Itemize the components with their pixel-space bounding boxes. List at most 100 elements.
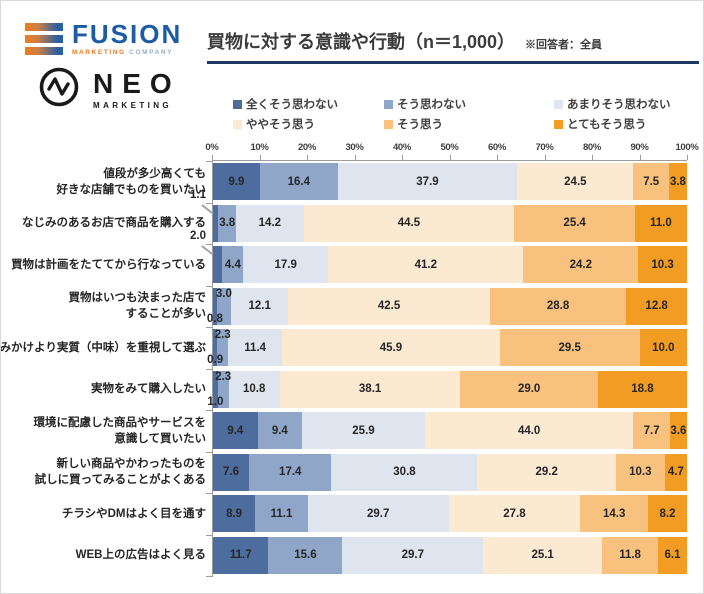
bar-segment: 10.0 — [639, 329, 687, 367]
neo-marketing-logo: NEO MARKETING — [37, 65, 181, 114]
bar-segment: 29.5 — [499, 329, 640, 367]
value-label: 2.0 — [190, 230, 206, 243]
bar-segment: 15.6 — [268, 536, 343, 574]
legend-label: そう思わない — [397, 99, 466, 111]
bar-segment: 11.1 — [255, 495, 308, 533]
row-label: 新しい商品やかわったものを 試しに買ってみることがよくある — [34, 458, 206, 487]
bar-segment: 41.2 — [328, 246, 524, 284]
legend-swatch — [233, 99, 242, 109]
bar-segment: 7.7 — [633, 412, 670, 450]
bar-segment: 28.8 — [489, 287, 627, 325]
chart-rows: 値段が多少高くても 好きな店舗でものを買いたい 9.9 16.4 37.9 24.5 7.5… — [1, 161, 687, 577]
bar-segment — [216, 287, 231, 325]
bar-segment: 14.3 — [580, 495, 649, 533]
bar-segment: 17.9 — [243, 246, 329, 284]
value-label: 2.3 — [214, 329, 231, 342]
value-label: 1.0 — [207, 395, 224, 408]
bar-segment — [213, 204, 219, 242]
chart-row: 買物はいつも決まった店で することが多い 0.8 3.0 12.1 42.5 28.8 12.… — [68, 286, 687, 328]
axis-tick — [212, 155, 213, 160]
chart: 0% 10% 20% 30% 40% 50% 60% 70% 80% 90% 100% 値段が多少高… — [1, 140, 703, 577]
legend-swatch — [384, 99, 393, 109]
value-label: 2.3 — [215, 370, 232, 383]
bar-segment: 29.7 — [307, 495, 449, 533]
legend-label: そう思う — [397, 119, 443, 131]
bar-segment: 24.2 — [523, 246, 639, 284]
axis-tick-label: 80% — [582, 142, 602, 153]
bar-segment: 27.8 — [448, 495, 581, 533]
bar-segment: 37.9 — [337, 163, 518, 201]
stacked-bar: 1.0 2.3 10.8 38.1 29.0 18.8 — [207, 370, 687, 408]
axis-tick-label: 50% — [440, 142, 459, 153]
bar-segment: 25.9 — [302, 412, 425, 450]
bar-segment: 12.1 — [231, 287, 289, 325]
bar-segment: 11.4 — [228, 329, 283, 367]
leader-line — [201, 203, 214, 214]
legend-swatch — [554, 119, 563, 129]
axis-tick-label: 60% — [487, 142, 507, 153]
legend-item: 全くそう思わない — [233, 96, 338, 112]
stacked-bar: 0.8 3.0 12.1 42.5 28.8 12.8 — [207, 287, 687, 325]
bar-segment: 42.5 — [288, 287, 490, 325]
chart-row: 値段が多少高くても 好きな店舗でものを買いたい 9.9 16.4 37.9 24.5 7.5… — [57, 161, 687, 203]
legend-label: あまりそう思わない — [567, 99, 671, 111]
title-divider — [207, 61, 699, 64]
bar-segment: 4.7 — [664, 453, 687, 491]
axis-tick — [206, 451, 213, 453]
axis-tick — [307, 155, 308, 160]
row-label: 買物はいつも決まった店で することが多い — [68, 292, 206, 321]
axis-tick-label: 30% — [345, 142, 364, 153]
legend-item: そう思う — [384, 116, 443, 132]
bar-segment — [217, 370, 229, 408]
axis-tick — [206, 327, 213, 328]
axis-tick — [639, 155, 641, 160]
stacked-bar: 9.4 9.4 25.9 44.0 7.7 3.6 — [213, 412, 687, 450]
bar-segment: 8.2 — [648, 495, 687, 533]
bar-segment — [213, 287, 217, 325]
chart-row: 買物は計画をたててから行なっている 2.0 4.4 17.9 41.2 24.2 10.3 — [11, 230, 687, 286]
fusion-logo: FUSION MARKETING COMPANY — [25, 21, 182, 56]
axis-tick — [354, 155, 356, 160]
row-label: 環境に配慮した商品やサービスを 意識して買いたい — [33, 416, 207, 445]
bar-segment: 44.5 — [303, 204, 515, 242]
bar-segment: 29.2 — [477, 453, 616, 491]
axis-tick-label: 70% — [535, 142, 554, 153]
axis-tick-label: 0% — [205, 142, 219, 153]
row-label: 実物をみて購入したい — [91, 383, 206, 396]
bar-segment: 9.9 — [213, 163, 260, 201]
stacked-bar: 1.1 3.8 14.2 44.5 25.4 11.0 — [190, 189, 687, 242]
chart-row: 実物をみて購入したい 1.0 2.3 10.8 38.1 29.0 18.8 — [91, 369, 687, 411]
bar-segment: 29.0 — [460, 370, 598, 408]
bar-segment: 12.8 — [626, 287, 687, 325]
bar-segment: 11.8 — [602, 536, 659, 574]
bar-segment: 6.1 — [658, 536, 687, 574]
chart-row: チラシやDMはよく目を通す 8.9 11.1 29.7 27.8 14.3 8.2 — [62, 493, 687, 535]
legend-item: ややそう思う — [233, 116, 315, 132]
bar-segment: 18.8 — [597, 370, 687, 408]
fusion-bars-icon — [25, 22, 63, 55]
axis-tick — [449, 155, 451, 160]
row-label: チラシやDMはよく目を通す — [61, 507, 206, 520]
axis-tick — [206, 410, 213, 411]
bar-segment: 38.1 — [279, 370, 461, 408]
value-label: 0.8 — [206, 312, 223, 325]
axis-tick — [497, 155, 498, 160]
axis-tick — [544, 155, 546, 160]
legend-item: とてもそう思う — [554, 116, 646, 132]
stacked-bar: 2.0 4.4 17.9 41.2 24.2 10.3 — [190, 230, 687, 284]
legend-label: とてもそう思う — [567, 119, 647, 131]
axis-tick — [206, 244, 213, 245]
x-axis: 0% 10% 20% 30% 40% 50% 60% 70% 80% 90% 100% — [205, 140, 699, 161]
fusion-logo-subtext: MARKETING COMPANY — [72, 49, 174, 56]
legend-swatch — [384, 119, 393, 129]
legend-label: ややそう思う — [246, 119, 315, 131]
value-label: 0.9 — [207, 354, 224, 367]
axis-tick — [592, 155, 593, 160]
bar-segment: 30.8 — [331, 453, 478, 491]
chart-row: なじみのあるお店で商品を購入する 1.1 3.8 14.2 44.5 25.4 11.0 — [22, 189, 687, 245]
bar-segment — [213, 246, 223, 284]
axis-tick-label: 90% — [630, 142, 649, 153]
legend-label: 全くそう思わない — [246, 99, 338, 111]
axis-tick — [206, 368, 213, 370]
